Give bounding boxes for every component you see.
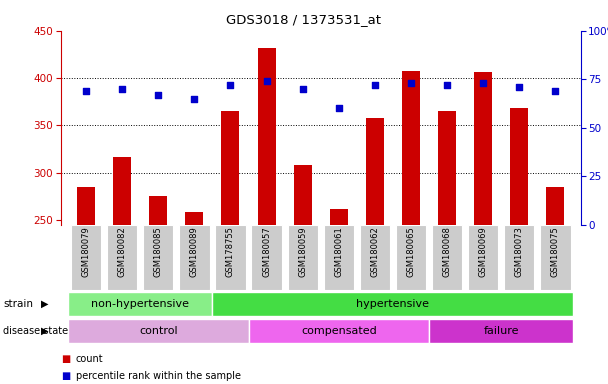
Text: hypertensive: hypertensive <box>356 299 429 309</box>
FancyBboxPatch shape <box>429 319 573 343</box>
Point <box>81 88 91 94</box>
Point <box>550 88 560 94</box>
Text: percentile rank within the sample: percentile rank within the sample <box>76 371 241 381</box>
Point <box>226 82 235 88</box>
Point <box>298 86 308 92</box>
FancyBboxPatch shape <box>68 319 249 343</box>
Text: disease state: disease state <box>3 326 68 336</box>
FancyBboxPatch shape <box>215 225 246 290</box>
Text: GSM180057: GSM180057 <box>262 227 271 277</box>
FancyBboxPatch shape <box>541 225 570 290</box>
FancyBboxPatch shape <box>68 292 212 316</box>
FancyBboxPatch shape <box>396 225 426 290</box>
Text: strain: strain <box>3 299 33 309</box>
Text: compensated: compensated <box>301 326 376 336</box>
Text: GSM180085: GSM180085 <box>154 227 163 277</box>
Bar <box>438 111 456 225</box>
FancyBboxPatch shape <box>360 225 390 290</box>
Point <box>478 80 488 86</box>
Text: GSM180079: GSM180079 <box>81 227 91 277</box>
Bar <box>510 108 528 225</box>
Bar <box>221 111 240 225</box>
FancyBboxPatch shape <box>71 225 101 290</box>
Bar <box>547 187 564 225</box>
Text: GSM180061: GSM180061 <box>334 227 344 277</box>
Text: GSM180082: GSM180082 <box>118 227 126 277</box>
Text: GSM180059: GSM180059 <box>298 227 307 277</box>
Text: GSM180062: GSM180062 <box>370 227 379 277</box>
Text: GSM180089: GSM180089 <box>190 227 199 277</box>
Bar <box>77 187 95 225</box>
FancyBboxPatch shape <box>504 225 534 290</box>
Text: GSM180069: GSM180069 <box>478 227 488 277</box>
Text: GSM180073: GSM180073 <box>515 227 523 278</box>
FancyBboxPatch shape <box>143 225 173 290</box>
Point <box>334 105 344 111</box>
Bar <box>294 165 312 225</box>
Point <box>190 96 199 102</box>
Point <box>261 78 271 84</box>
Bar <box>330 209 348 225</box>
Text: ▶: ▶ <box>41 326 48 336</box>
Bar <box>366 118 384 225</box>
Text: control: control <box>139 326 178 336</box>
Point <box>514 84 524 90</box>
FancyBboxPatch shape <box>179 225 210 290</box>
FancyBboxPatch shape <box>249 319 429 343</box>
Text: GDS3018 / 1373531_at: GDS3018 / 1373531_at <box>227 13 381 26</box>
Point <box>117 86 127 92</box>
Text: GSM180075: GSM180075 <box>551 227 560 277</box>
Bar <box>258 48 275 225</box>
FancyBboxPatch shape <box>212 292 573 316</box>
Bar <box>149 196 167 225</box>
FancyBboxPatch shape <box>288 225 318 290</box>
Point <box>153 92 163 98</box>
Bar <box>402 71 420 225</box>
Text: GSM178755: GSM178755 <box>226 227 235 278</box>
Bar <box>185 212 204 225</box>
Text: ▶: ▶ <box>41 299 48 309</box>
Text: non-hypertensive: non-hypertensive <box>91 299 189 309</box>
Bar <box>113 157 131 225</box>
Bar <box>474 72 492 225</box>
FancyBboxPatch shape <box>323 225 354 290</box>
Text: count: count <box>76 354 103 364</box>
Point <box>442 82 452 88</box>
Text: GSM180068: GSM180068 <box>443 227 452 278</box>
Text: failure: failure <box>483 326 519 336</box>
FancyBboxPatch shape <box>252 225 282 290</box>
Text: ■: ■ <box>61 354 70 364</box>
FancyBboxPatch shape <box>107 225 137 290</box>
Text: GSM180065: GSM180065 <box>407 227 415 277</box>
Text: ■: ■ <box>61 371 70 381</box>
FancyBboxPatch shape <box>432 225 462 290</box>
Point <box>370 82 380 88</box>
FancyBboxPatch shape <box>468 225 499 290</box>
Point <box>406 80 416 86</box>
